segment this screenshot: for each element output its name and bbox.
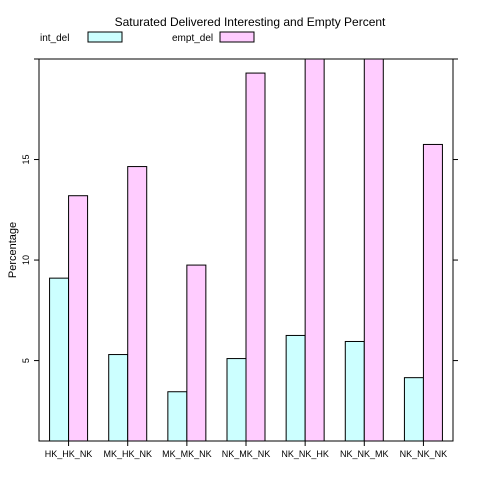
bar-empt_del-HK_HK_NK	[68, 195, 89, 442]
bar-empt_del-NK_MK_NK	[245, 72, 266, 442]
bar-int_del-NK_NK_NK	[403, 377, 424, 442]
bars	[49, 58, 443, 442]
y-axis-label: Percentage	[7, 222, 19, 278]
x-tick-label: NK_NK_MK	[340, 449, 389, 459]
legend-label-int_del: int_del	[40, 33, 69, 44]
bar-int_del-NK_NK_HK	[285, 334, 306, 442]
bar-int_del-NK_MK_NK	[226, 358, 247, 442]
y-ticks: 5 10 15	[21, 58, 458, 363]
x-tick-label: MK_MK_NK	[162, 449, 212, 459]
chart-title: Saturated Delivered Interesting and Empt…	[115, 15, 386, 29]
bar-int_del-MK_MK_NK	[167, 391, 188, 442]
legend-swatch-int_del	[87, 31, 123, 43]
y-tick-label: 15	[21, 155, 31, 165]
y-tick-label: 5	[21, 358, 31, 363]
x-tick-label: NK_NK_NK	[400, 449, 448, 459]
x-tick-label: HK_HK_NK	[45, 449, 93, 459]
bar-empt_del-NK_NK_NK	[422, 143, 443, 442]
legend: int_del empt_del	[40, 31, 255, 44]
bar-int_del-MK_HK_NK	[108, 354, 129, 442]
x-tick-label: NK_NK_HK	[281, 449, 329, 459]
legend-swatch-empt_del	[219, 31, 255, 43]
x-ticks: HK_HK_NK MK_HK_NK MK_MK_NK NK_MK_NK NK_NK_HK…	[45, 441, 447, 459]
bar-empt_del-MK_HK_NK	[127, 166, 148, 442]
x-tick-label: MK_HK_NK	[103, 449, 152, 459]
bar-int_del-HK_HK_NK	[49, 277, 70, 442]
bar-empt_del-NK_NK_MK	[363, 58, 384, 442]
y-tick-label: 10	[21, 255, 31, 265]
legend-label-empt_del: empt_del	[172, 33, 213, 44]
bar-int_del-NK_NK_MK	[344, 340, 365, 442]
x-tick-label: NK_MK_NK	[222, 449, 271, 459]
bar-empt_del-MK_MK_NK	[186, 264, 207, 442]
bar-empt_del-NK_NK_HK	[304, 58, 325, 442]
